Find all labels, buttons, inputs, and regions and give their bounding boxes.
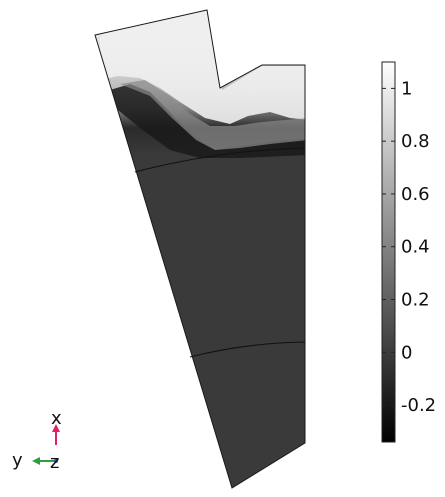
color-bar-ticks: 1 0.8 0.6 0.4 0.2 0 -0.2 <box>382 78 436 416</box>
field-upper-region <box>95 10 305 158</box>
color-bar-tick-label: 0.2 <box>401 290 430 311</box>
boundary-arc-upper <box>134 147 306 173</box>
color-bar-tick-label: 0.6 <box>401 184 430 205</box>
color-bar-tick-label: 0.4 <box>401 237 430 258</box>
field-bright-plume <box>100 10 305 124</box>
color-legend: 1 0.8 0.6 0.4 0.2 0 -0.2 <box>381 61 436 443</box>
color-bar-tick-label: 1 <box>401 78 412 99</box>
z-axis-dot <box>54 459 58 463</box>
x-axis-label: x <box>51 408 62 429</box>
boundary-arc-lower <box>189 341 306 358</box>
y-axis-label: y <box>12 450 23 471</box>
field-mid-gray <box>120 80 305 150</box>
z-axis-label: z <box>50 452 59 473</box>
domain-outline <box>94 9 306 489</box>
solution-domain[interactable] <box>80 5 320 489</box>
color-bar <box>381 61 396 443</box>
axis-triad: x y z <box>12 408 62 473</box>
color-bar-tick-label: -0.2 <box>401 395 436 416</box>
color-bar-tick-label: 0.8 <box>401 131 430 152</box>
y-axis-arrowhead <box>32 457 40 465</box>
x-axis-arrowhead <box>52 424 60 432</box>
color-bar-tick-label: 0 <box>401 342 412 363</box>
